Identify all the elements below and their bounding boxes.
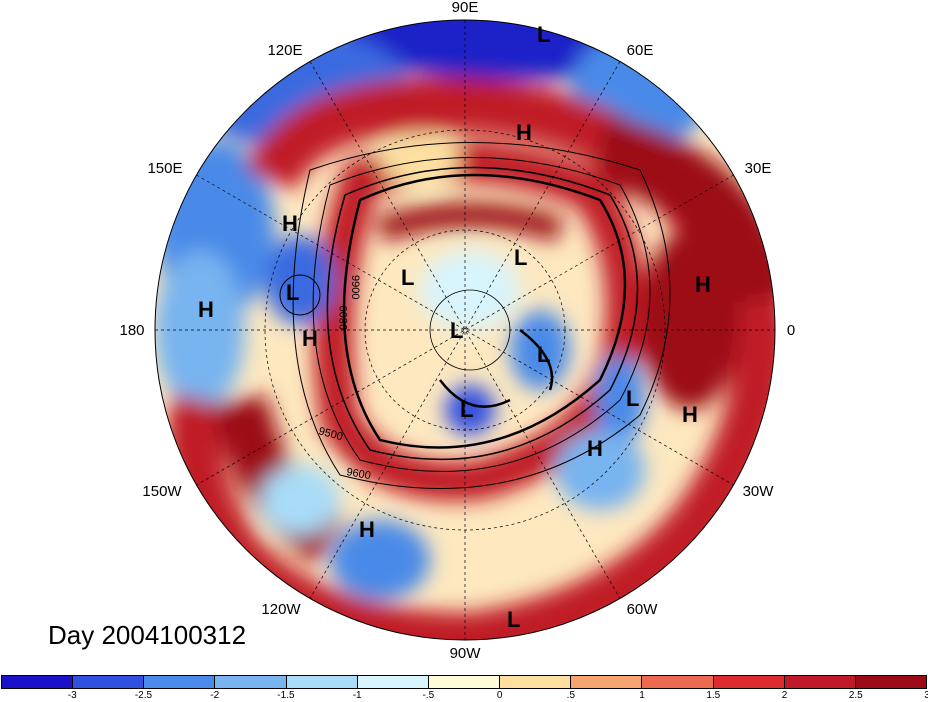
- pressure-center: H: [587, 436, 603, 461]
- colorbar-swatch: [215, 676, 287, 688]
- colorbar-tick-label: -1.5: [277, 690, 295, 701]
- lon-label-120w: 120W: [261, 601, 301, 618]
- pressure-center: H: [695, 272, 711, 297]
- pressure-centers: L H H L H H L L L L L L H H H L H: [198, 22, 711, 632]
- colorbar-tick-label: -.5: [422, 690, 435, 701]
- lon-label-60w: 60W: [627, 601, 659, 618]
- colorbar-swatch: [500, 676, 572, 688]
- pressure-center: L: [537, 22, 550, 47]
- contour-label: 9800: [338, 306, 350, 330]
- colorbar-swatch: [357, 676, 429, 688]
- colorbar-tick-label: 3: [924, 690, 928, 701]
- colorbar-tick-label: -1: [352, 690, 362, 701]
- lon-label-30e: 30E: [745, 160, 772, 177]
- colorbar-tick-label: -2.5: [134, 690, 153, 701]
- colorbar-tick-label: 1: [639, 690, 645, 701]
- colorbar-swatch: [855, 676, 927, 688]
- pressure-center: L: [450, 318, 463, 343]
- anomaly-field: [155, 20, 775, 640]
- lon-label-30w: 30W: [743, 483, 775, 500]
- colorbar-swatch: [784, 676, 856, 688]
- lon-label-180: 180: [119, 322, 144, 339]
- pressure-center: L: [537, 342, 550, 367]
- colorbar-tick-label: .5: [566, 690, 576, 701]
- colorbar-tick-label: 1.5: [706, 690, 721, 701]
- colorbar-swatch: [571, 676, 643, 688]
- colorbar-swatch: [642, 676, 714, 688]
- colorbar-tick-label: 2: [781, 690, 788, 701]
- lon-label-150e: 150E: [147, 160, 182, 177]
- map-boundary: [154, 19, 776, 641]
- colorbar-labels: -3 -2.5 -2 -1.5 -1 -.5 0 .5 1 1.5 2 2.5 3: [1, 690, 928, 702]
- pressure-center: H: [282, 211, 298, 236]
- pressure-center: L: [286, 280, 299, 305]
- pressure-center: H: [682, 402, 698, 427]
- colorbar-swatch: [73, 676, 145, 688]
- contour-label: 9900: [349, 275, 361, 299]
- graticule: [155, 20, 775, 640]
- colorbar-tick-label: -3: [67, 690, 77, 701]
- colorbar-swatch: [144, 676, 216, 688]
- colorbar: [1, 675, 927, 689]
- lon-label-120e: 120E: [267, 42, 302, 59]
- pressure-center: L: [626, 386, 639, 411]
- pressure-center: H: [302, 326, 318, 351]
- pressure-center: H: [516, 120, 532, 145]
- colorbar-swatch: [428, 676, 501, 688]
- colorbar-swatch: [286, 676, 358, 688]
- contour-label: 9600: [345, 466, 371, 482]
- lon-label-90e: 90E: [452, 0, 479, 16]
- pressure-center: L: [507, 607, 520, 632]
- pressure-center: L: [514, 245, 527, 270]
- pressure-center: H: [359, 517, 375, 542]
- colorbar-tick-label: -2: [210, 690, 220, 701]
- day-title: Day 2004100312: [48, 620, 247, 650]
- geopotential-contours: [279, 142, 671, 489]
- lon-label-60e: 60E: [627, 42, 654, 59]
- colorbar-tick-label: 0: [496, 690, 503, 701]
- colorbar-swatch: [713, 676, 785, 688]
- colorbar-swatch: [2, 676, 74, 688]
- colorbar-tick-label: 2.5: [848, 690, 863, 701]
- lon-label-90w: 90W: [450, 645, 482, 662]
- lon-label-0: 0: [787, 322, 795, 339]
- pressure-center: L: [401, 265, 414, 290]
- pressure-center: L: [460, 397, 473, 422]
- lon-label-150w: 150W: [142, 483, 182, 500]
- pressure-center: H: [198, 297, 214, 322]
